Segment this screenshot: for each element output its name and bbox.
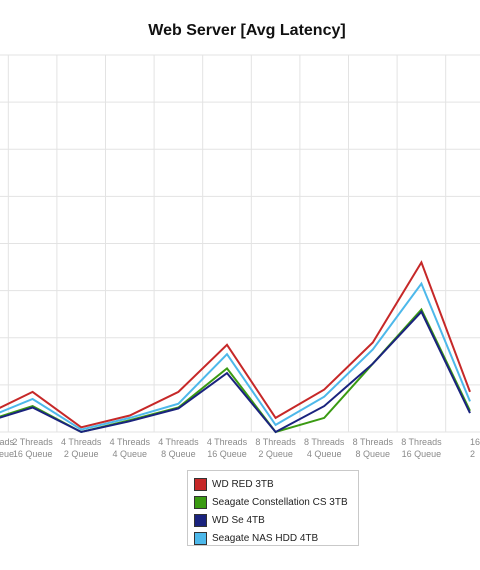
x-tick-label: 16 Queue xyxy=(207,449,247,459)
x-tick-label: 8 Threads xyxy=(401,437,442,447)
legend-label: Seagate Constellation CS 3TB xyxy=(212,496,348,508)
legend-label: WD Se 4TB xyxy=(212,514,265,526)
x-tick-label: 4 Threads xyxy=(207,437,248,447)
legend-item-seagate-constellation[interactable]: Seagate Constellation CS 3TB xyxy=(194,493,358,511)
x-tick-label: 4 Threads xyxy=(61,437,102,447)
legend: WD RED 3TB Seagate Constellation CS 3TB … xyxy=(187,470,359,546)
x-tick-label: 16 Queue xyxy=(402,449,442,459)
series-line-0[interactable] xyxy=(0,260,471,429)
grid xyxy=(0,54,480,433)
x-tick-label: 4 Queue xyxy=(307,449,342,459)
legend-label: WD RED 3TB xyxy=(212,478,274,490)
x-tick-label: hreads xyxy=(0,437,14,447)
series-line-2[interactable] xyxy=(0,310,471,434)
x-axis-ticks: hreads ueue 2 Threads 16 Queue 4 Threads 2 Qu… xyxy=(0,437,480,459)
series-line-3[interactable] xyxy=(0,281,471,431)
legend-item-wd-red[interactable]: WD RED 3TB xyxy=(194,475,358,493)
x-tick-label: 4 Threads xyxy=(110,437,151,447)
x-tick-label: 4 Queue xyxy=(113,449,148,459)
x-tick-label: ueue xyxy=(0,449,14,459)
legend-swatch xyxy=(194,495,207,509)
x-tick-label: 2 xyxy=(470,449,475,459)
x-tick-label: 8 Threads xyxy=(255,437,296,447)
x-tick-label: 2 Queue xyxy=(64,449,99,459)
x-tick-label: 8 Threads xyxy=(353,437,394,447)
x-tick-label: 2 Queue xyxy=(258,449,293,459)
legend-swatch xyxy=(194,531,207,545)
x-tick-label: 8 Queue xyxy=(161,449,196,459)
legend-item-seagate-nas[interactable]: Seagate NAS HDD 4TB xyxy=(194,529,358,547)
x-tick-label: 8 Queue xyxy=(356,449,391,459)
x-tick-label: 2 Threads xyxy=(12,437,53,447)
legend-swatch xyxy=(194,477,207,491)
legend-label: Seagate NAS HDD 4TB xyxy=(212,532,319,544)
x-tick-label: 16 Queue xyxy=(13,449,53,459)
x-tick-label: 8 Threads xyxy=(304,437,345,447)
legend-swatch xyxy=(194,513,207,527)
legend-item-wd-se[interactable]: WD Se 4TB xyxy=(194,511,358,529)
series-lines xyxy=(0,260,471,434)
x-tick-label: 16 xyxy=(470,437,480,447)
x-tick-label: 4 Threads xyxy=(158,437,199,447)
chart-title: Web Server [Avg Latency] xyxy=(148,22,345,39)
series-line-1[interactable] xyxy=(0,307,471,434)
